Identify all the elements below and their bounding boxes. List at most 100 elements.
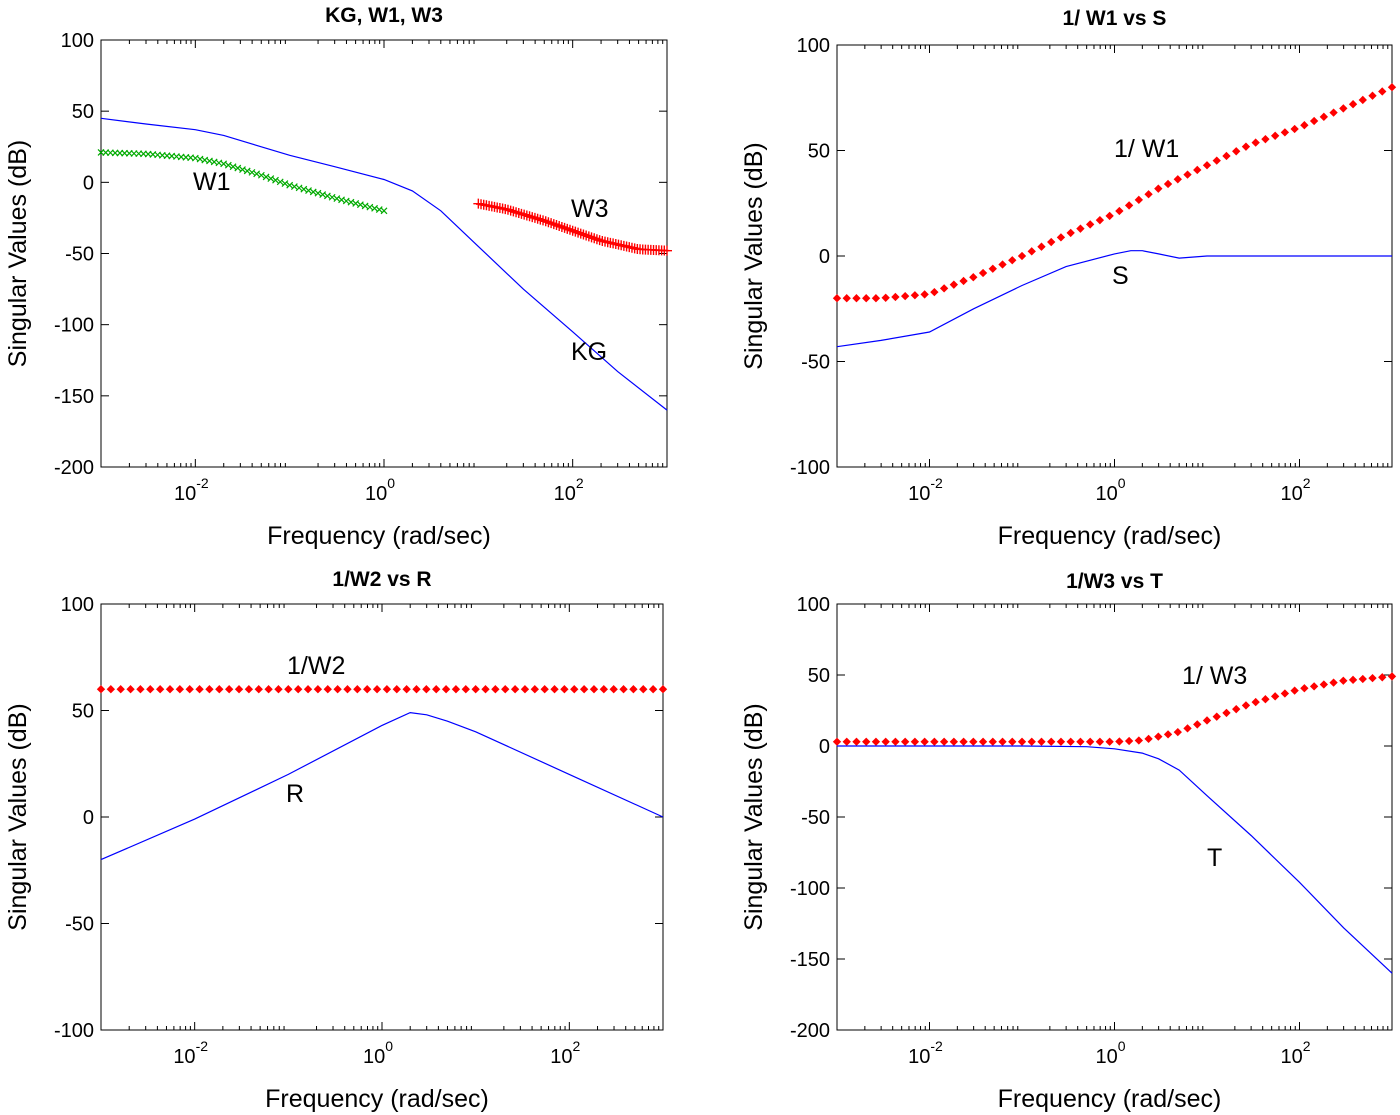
marker-diamond	[1212, 712, 1221, 721]
marker-diamond	[294, 685, 303, 694]
axes-box	[100, 603, 664, 1031]
series-r-line	[100, 711, 664, 861]
marker-diamond	[195, 685, 204, 694]
marker-diamond	[264, 685, 273, 694]
marker-diamond	[1378, 87, 1387, 96]
annotation-w1: W1	[193, 168, 231, 196]
marker-diamond	[146, 685, 155, 694]
marker-x	[281, 180, 289, 187]
annotation-w3: W3	[571, 195, 609, 223]
annotation-1-w2: 1/W2	[287, 652, 345, 680]
series-s-line	[836, 250, 1392, 348]
marker-x	[319, 191, 327, 199]
y-tick-label: 0	[83, 172, 94, 194]
marker-diamond	[920, 290, 929, 299]
marker-diamond	[969, 273, 978, 282]
x-tick-label: 100	[1095, 475, 1125, 505]
plot-title: KG, W1, W3	[325, 4, 443, 27]
x-tick-label: 102	[1280, 475, 1310, 505]
marker-diamond	[441, 685, 451, 694]
marker-diamond	[1183, 170, 1192, 179]
marker-diamond	[609, 685, 618, 694]
marker-diamond	[619, 685, 628, 694]
series-w1	[97, 149, 388, 215]
marker-diamond	[530, 685, 539, 694]
x-axis-label: Frequency (rad/sec)	[265, 1085, 489, 1113]
marker-diamond	[930, 287, 939, 297]
marker-diamond	[412, 685, 421, 694]
marker-diamond	[1027, 737, 1036, 746]
marker-diamond	[1193, 165, 1202, 175]
marker-diamond	[392, 685, 401, 694]
x-axis-label: Frequency (rad/sec)	[998, 1085, 1222, 1113]
marker-diamond	[871, 294, 881, 303]
plot-title: 1/W3 vs T	[1066, 570, 1163, 593]
marker-diamond	[1368, 673, 1377, 683]
y-tick-label: -150	[790, 949, 830, 971]
marker-diamond	[471, 685, 480, 694]
marker-diamond	[1163, 179, 1173, 189]
subplot-4: 1/W3 vs T 10-2 100 102 -200 -150 -100 -50 0 50 100…	[740, 570, 1397, 1113]
marker-diamond	[510, 685, 520, 694]
marker-diamond	[1193, 720, 1202, 729]
marker-diamond	[862, 737, 871, 746]
marker-diamond	[862, 294, 871, 303]
marker-plus	[513, 208, 524, 219]
marker-x	[224, 161, 232, 169]
marker-diamond	[1008, 256, 1017, 265]
y-tick-label: -150	[54, 386, 94, 408]
marker-diamond	[303, 685, 313, 694]
marker-diamond	[910, 737, 920, 746]
y-tick-label: 50	[808, 665, 830, 687]
series-s	[836, 250, 1392, 348]
marker-x	[248, 168, 256, 176]
marker-diamond	[1309, 682, 1319, 691]
y-axis-label: Singular Values (dB)	[740, 142, 768, 369]
marker-diamond	[540, 685, 549, 694]
marker-x	[305, 187, 312, 194]
marker-diamond	[1251, 138, 1260, 147]
marker-diamond	[1261, 135, 1270, 144]
marker-diamond	[871, 737, 881, 746]
marker-x	[323, 192, 331, 200]
marker-diamond	[333, 685, 342, 694]
marker-plus	[535, 214, 546, 225]
y-tick-label: -100	[54, 315, 94, 337]
marker-x	[267, 175, 275, 182]
y-axis-label: Singular Values (dB)	[4, 703, 32, 930]
y-tick-label: 0	[819, 246, 830, 268]
marker-diamond	[501, 685, 510, 694]
y-tick-label: -100	[790, 457, 830, 479]
marker-diamond	[1339, 104, 1348, 113]
marker-diamond	[461, 685, 470, 694]
marker-diamond	[1134, 736, 1144, 745]
marker-diamond	[1222, 708, 1231, 718]
marker-plus	[502, 204, 513, 215]
marker-diamond	[1329, 108, 1338, 117]
marker-diamond	[959, 737, 968, 746]
marker-diamond	[1154, 184, 1163, 193]
marker-diamond	[254, 685, 263, 694]
marker-x	[328, 193, 336, 201]
annotation-1-w3: 1/ W3	[1182, 662, 1247, 690]
marker-diamond	[1105, 737, 1114, 746]
annotation-r: R	[286, 780, 304, 808]
marker-diamond	[589, 685, 599, 694]
marker-diamond	[988, 737, 997, 746]
y-tick-label: -100	[54, 1020, 94, 1042]
marker-diamond	[1095, 216, 1105, 225]
series-kg	[100, 117, 668, 411]
marker-x	[295, 184, 303, 192]
marker-x	[243, 167, 251, 175]
marker-diamond	[881, 737, 890, 746]
marker-diamond	[165, 685, 175, 694]
marker-diamond	[969, 737, 978, 746]
marker-plus	[538, 215, 549, 226]
series-t	[837, 745, 1393, 974]
marker-diamond	[930, 737, 939, 746]
marker-plus	[529, 212, 540, 223]
marker-plus	[516, 208, 527, 219]
marker-diamond	[1105, 211, 1114, 221]
marker-diamond	[1300, 684, 1309, 693]
